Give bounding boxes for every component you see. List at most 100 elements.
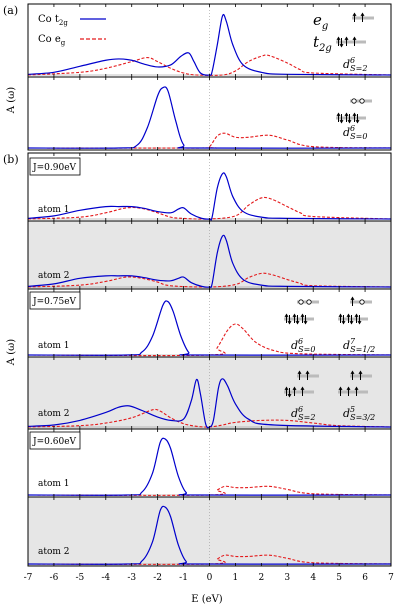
legend: Co t2g Co eg (38, 14, 106, 47)
spin-up-icon (344, 36, 349, 46)
spin-up-icon (292, 313, 297, 323)
spin-up-icon (284, 313, 289, 323)
series-t2g-line (27, 86, 392, 149)
panel-b_j060_atom1 (27, 428, 392, 498)
x-tick-label: -6 (50, 573, 59, 583)
series-t2g-line (27, 378, 392, 429)
panel-b_j090_atom1 (27, 152, 392, 222)
series-eg-line (27, 196, 392, 220)
atom-label: atom 2 (38, 271, 70, 281)
orbital-diagrams (284, 12, 374, 398)
spin-down-icon (287, 315, 292, 325)
svg-text:J=0.75eV: J=0.75eV (32, 297, 77, 307)
x-tick-label: -4 (101, 573, 110, 583)
spin-up-icon (336, 112, 341, 122)
svg-text:J=0.60eV: J=0.60eV (32, 437, 77, 447)
spin-down-icon (339, 38, 344, 48)
spin-down-icon (287, 388, 292, 398)
panel-b_j060_atom2 (27, 496, 392, 567)
empty-orbital-icon (298, 299, 304, 305)
x-tick-label: -3 (127, 573, 136, 583)
ylabel-a: A (ω) (6, 87, 17, 114)
legend-t2g-label: Co t2g (38, 14, 68, 27)
x-tick-label: 1 (233, 573, 239, 583)
spin-down-icon (303, 315, 308, 325)
spin-up-icon (338, 386, 343, 396)
spin-up-icon (338, 313, 343, 323)
x-tick-label: 4 (310, 573, 316, 583)
spin-down-icon (357, 315, 362, 325)
spin-up-icon (360, 12, 365, 22)
spin-up-icon (352, 112, 357, 122)
series-eg-line (27, 554, 392, 565)
series-t2g-line (27, 234, 392, 289)
spin-up-icon (346, 313, 351, 323)
xlabel: E (eV) (191, 594, 223, 605)
t2g-orbital-label: t2g (313, 33, 332, 54)
ylabel-b: A (ω) (6, 339, 17, 366)
spin-up-icon (284, 386, 289, 396)
x-tick-label: -7 (24, 573, 33, 583)
atom-label: atom 2 (38, 409, 70, 419)
spin-down-icon (339, 114, 344, 124)
x-tick-label: 5 (336, 573, 342, 583)
spin-down-icon (349, 315, 354, 325)
series-t2g-line (27, 300, 392, 356)
spin-up-icon (350, 370, 355, 380)
atom-label: atom 1 (38, 479, 70, 489)
series-eg-line (27, 485, 392, 496)
series-t2g-line (27, 437, 392, 496)
panel-b_j075_atom2 (27, 356, 392, 430)
spin-up-icon (352, 36, 357, 46)
spin-down-icon (295, 315, 300, 325)
config-label: d6 S=2 (291, 405, 315, 422)
spin-up-icon (354, 313, 359, 323)
config-label: d6 S=2 (343, 56, 367, 73)
x-tick-labels: -7 -6 -5 -4 -3 -2 -1 0 1 2 3 4 5 6 7 (24, 573, 395, 583)
x-tick-label: -1 (179, 573, 188, 583)
series-eg-line (27, 272, 392, 288)
j-box: J=0.60eV (29, 431, 81, 450)
atom-label: atom 1 (38, 341, 70, 351)
config-label: d6 S=0 (291, 337, 315, 354)
atom-label: atom 2 (38, 547, 70, 557)
spin-up-icon (300, 386, 305, 396)
panel-a_bottom (27, 76, 392, 151)
spin-up-icon (358, 370, 363, 380)
spin-up-icon (354, 386, 359, 396)
x-tick-label: -2 (153, 573, 162, 583)
config-label: d5 S=3/2 (343, 405, 375, 422)
x-tick-label: -5 (75, 573, 84, 583)
spin-up-icon (352, 12, 357, 22)
empty-orbital-icon (359, 299, 365, 305)
config-label: d6 S=0 (343, 124, 367, 141)
series-eg-line (27, 132, 392, 149)
spin-up-icon (336, 36, 341, 46)
x-tick-label: 2 (258, 573, 264, 583)
empty-orbital-icon (306, 299, 312, 305)
spin-up-icon (297, 370, 302, 380)
svg-text:J=0.90eV: J=0.90eV (32, 163, 77, 173)
x-tick-label: 0 (207, 573, 213, 583)
j-box: J=0.90eV (29, 157, 81, 176)
spin-up-icon (350, 296, 355, 306)
legend-eg-label: Co eg (38, 34, 66, 47)
spin-up-icon (346, 386, 351, 396)
empty-orbital-icon (351, 98, 357, 104)
config-label: d7 S=1/2 (343, 337, 375, 354)
series-t2g-line (27, 13, 392, 76)
spin-up-icon (300, 313, 305, 323)
series-t2g-line (27, 172, 392, 221)
spin-down-icon (355, 114, 360, 124)
panels (27, 3, 392, 567)
panel-shading (28, 497, 391, 566)
spin-down-icon (341, 315, 346, 325)
empty-orbital-icon (359, 98, 365, 104)
j-box: J=0.75eV (29, 291, 81, 310)
panel-a-label: (a) (3, 4, 18, 17)
panel-b_j090_atom2 (27, 220, 392, 290)
panel-b-label: (b) (3, 153, 19, 166)
x-tick-label: 6 (362, 573, 368, 583)
spin-down-icon (347, 114, 352, 124)
